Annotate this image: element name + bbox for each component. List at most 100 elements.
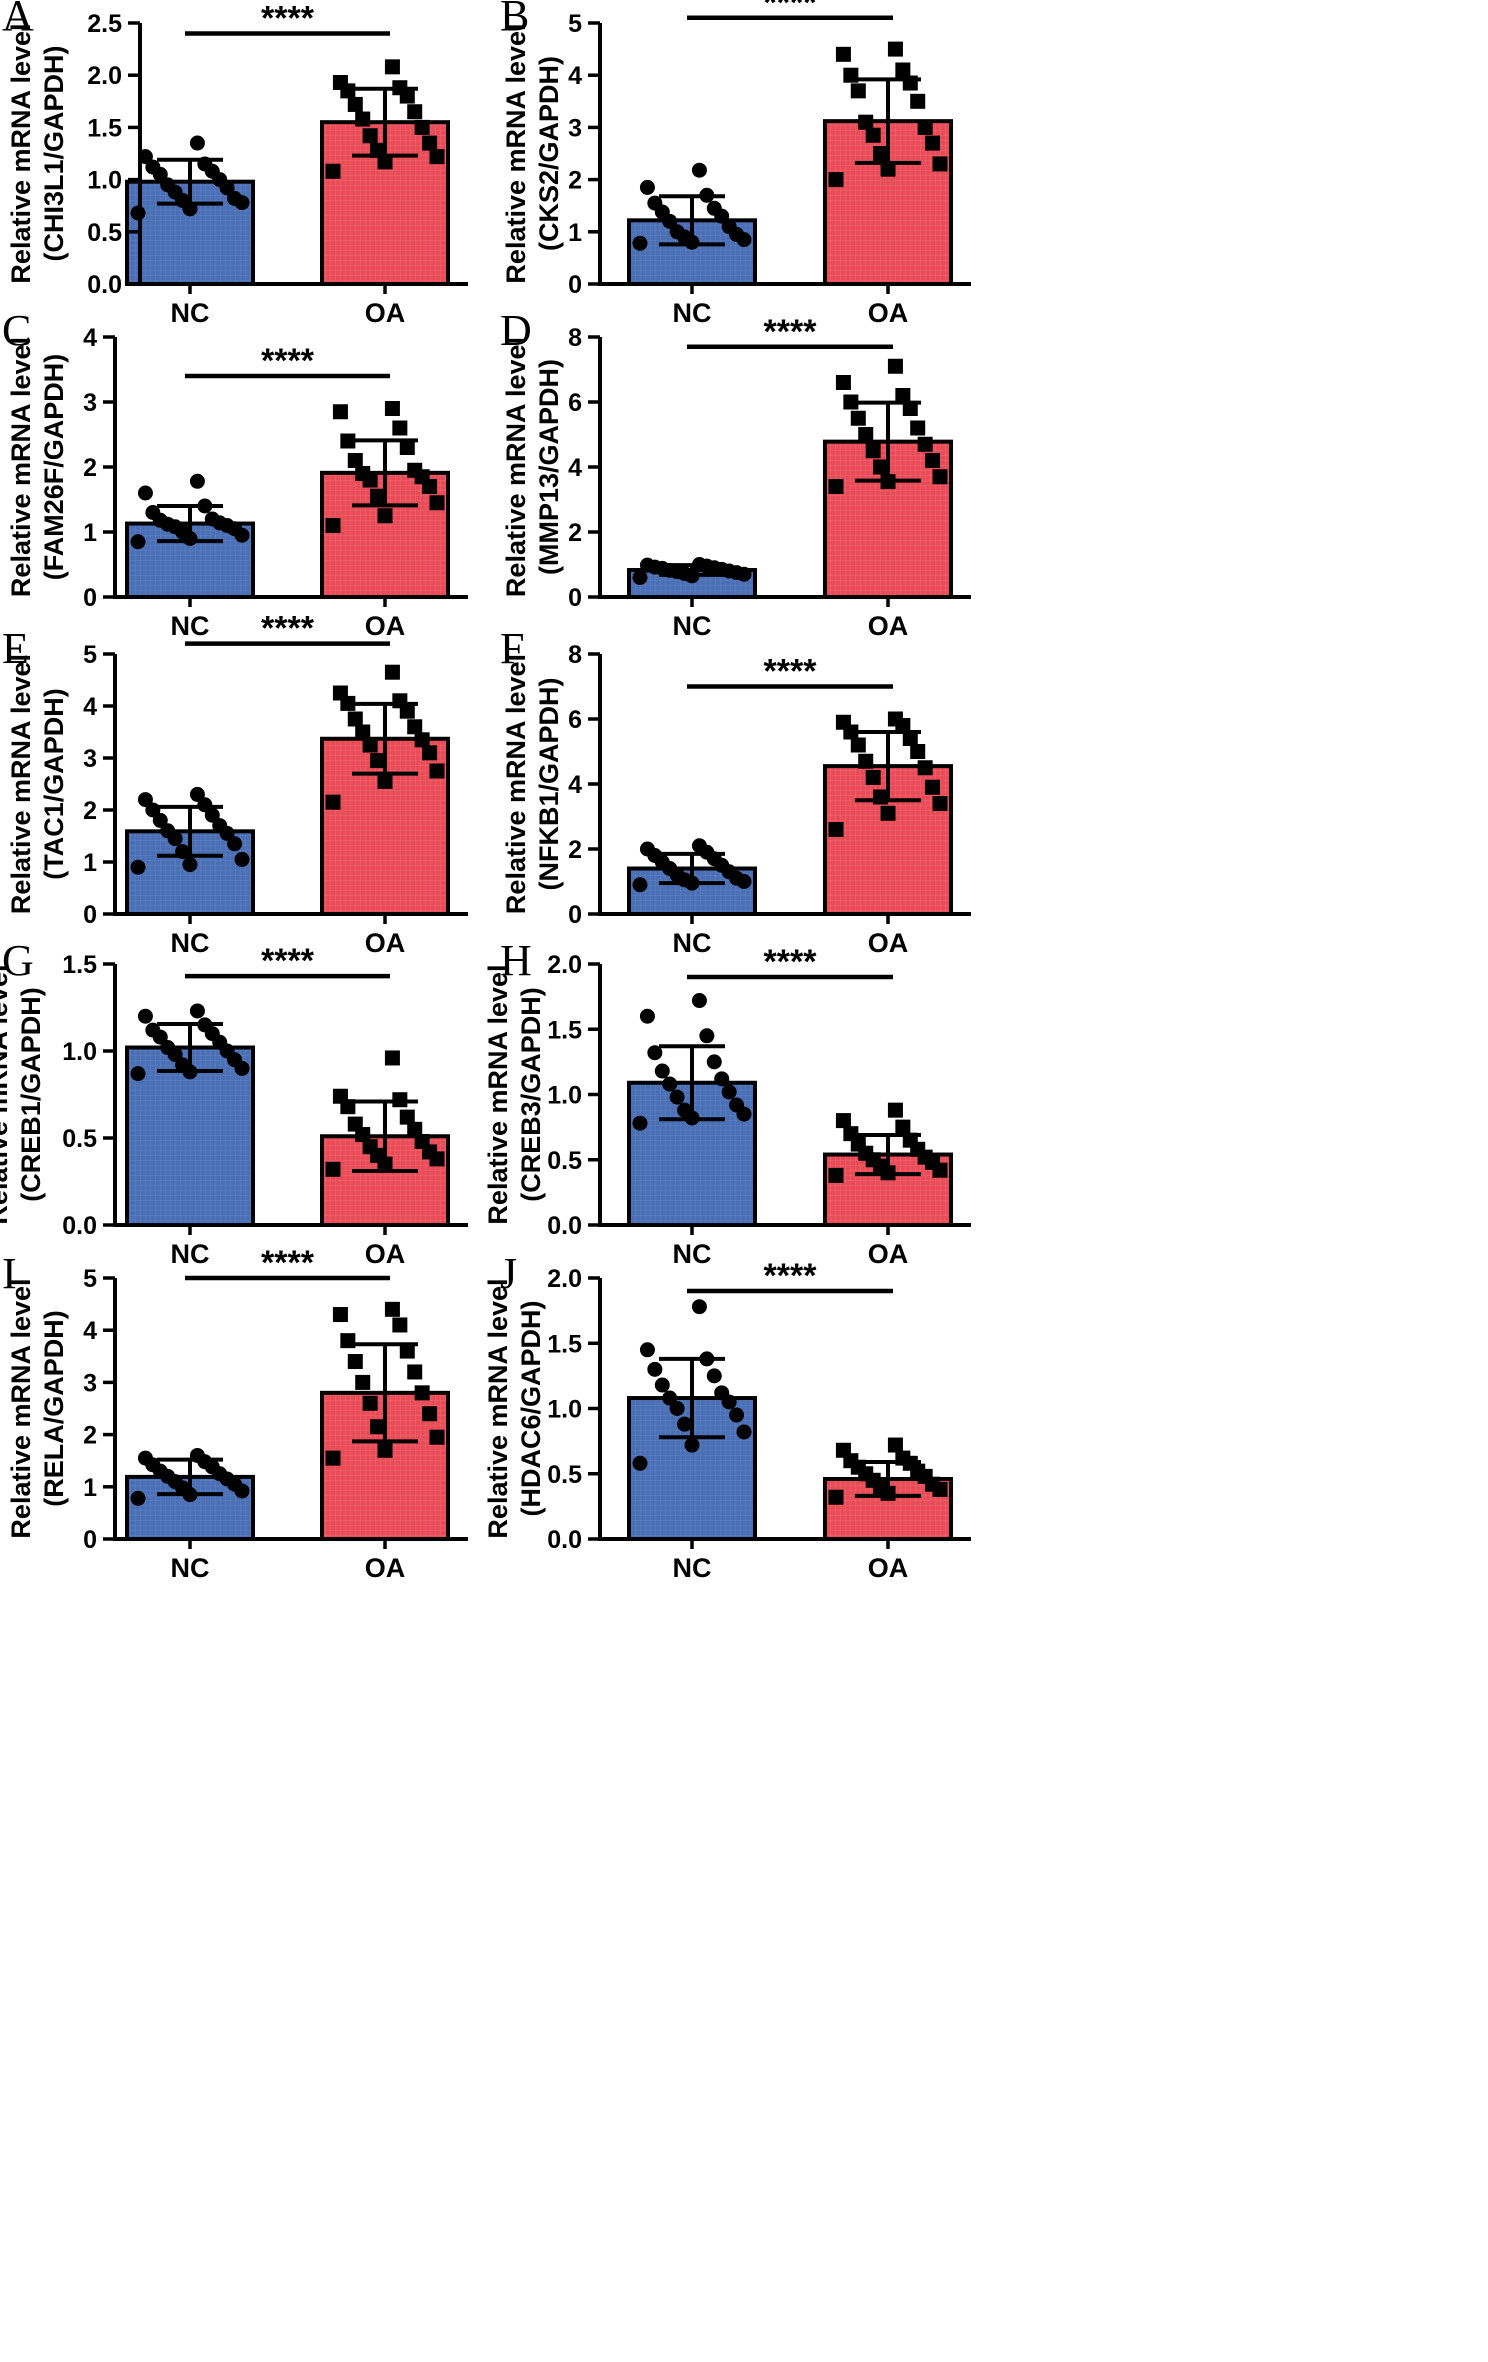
- significance-stars: ****: [764, 1257, 818, 1295]
- data-point-oa: [347, 1116, 363, 1132]
- data-point-oa: [407, 1364, 423, 1380]
- data-point-oa: [835, 46, 851, 62]
- data-point-nc: [189, 786, 205, 802]
- data-point-oa: [887, 41, 903, 57]
- data-point-oa: [362, 1139, 378, 1155]
- data-point-nc: [639, 179, 655, 195]
- y-tick-label: 1: [83, 849, 97, 877]
- data-point-oa: [865, 127, 881, 143]
- x-tick-label-nc: NC: [171, 611, 210, 641]
- y-tick-label: 1.5: [62, 951, 97, 979]
- data-point-nc: [647, 1361, 663, 1377]
- panel-letter: I: [2, 1249, 17, 1298]
- y-axis-subtitle: (CREB1/GAPDH): [16, 987, 46, 1202]
- data-point-nc: [669, 224, 685, 240]
- panel-letter: B: [500, 0, 529, 40]
- data-point-oa: [325, 794, 341, 810]
- data-point-nc: [175, 1057, 191, 1073]
- data-point-oa: [414, 1385, 430, 1401]
- data-point-nc: [145, 505, 161, 520]
- x-tick-label-oa: OA: [365, 1239, 406, 1269]
- data-point-nc: [677, 1102, 693, 1118]
- data-point-nc: [632, 1455, 648, 1471]
- data-point-nc: [691, 993, 707, 1009]
- y-axis-subtitle: (CREB3/GAPDH): [516, 987, 546, 1202]
- data-point-oa: [895, 1119, 911, 1135]
- data-point-oa: [910, 744, 926, 759]
- y-tick-label: 0: [568, 271, 582, 299]
- y-tick-label: 0.5: [547, 1147, 582, 1175]
- data-point-oa: [880, 161, 896, 177]
- data-point-oa: [355, 466, 371, 481]
- data-point-oa: [910, 420, 926, 436]
- data-point-oa: [843, 1126, 859, 1142]
- y-tick-label: 2: [568, 519, 582, 547]
- data-point-nc: [160, 1040, 176, 1056]
- data-point-oa: [910, 93, 926, 109]
- data-point-oa: [377, 1442, 393, 1458]
- data-point-nc: [204, 807, 220, 823]
- data-point-nc: [160, 823, 176, 839]
- y-tick-label: 2: [83, 454, 97, 482]
- data-point-nc: [677, 1416, 693, 1432]
- y-axis-title: Relative mRNA level: [501, 23, 531, 283]
- data-point-nc: [145, 1022, 161, 1038]
- panel-letter: D: [500, 306, 532, 355]
- y-axis-title: Relative mRNA level: [501, 654, 531, 914]
- significance-stars: ****: [261, 610, 315, 648]
- significance-stars: ****: [764, 0, 818, 22]
- y-tick-label: 0.5: [547, 1461, 582, 1489]
- x-tick-label-oa: OA: [365, 611, 406, 641]
- data-point-oa: [340, 1333, 356, 1349]
- data-point-oa: [880, 805, 896, 821]
- x-tick-label-nc: NC: [673, 298, 712, 328]
- data-point-oa: [362, 128, 378, 144]
- y-axis-title: Relative mRNA level: [6, 337, 36, 597]
- data-point-nc: [647, 1045, 663, 1061]
- data-point-nc: [130, 1490, 146, 1506]
- panel-letter: F: [500, 624, 524, 673]
- panel-letter: A: [2, 0, 34, 40]
- significance-stars: ****: [261, 942, 315, 980]
- y-tick-label: 0.0: [547, 1212, 582, 1240]
- data-point-oa: [392, 420, 408, 436]
- data-point-nc: [160, 177, 176, 193]
- panel-letter: J: [500, 1249, 517, 1298]
- data-point-oa: [384, 1050, 400, 1066]
- x-tick-label-nc: NC: [673, 611, 712, 641]
- data-point-oa: [392, 693, 408, 709]
- data-point-oa: [828, 822, 844, 837]
- data-point-oa: [925, 779, 941, 795]
- data-point-nc: [145, 159, 161, 175]
- panel-letter: H: [500, 936, 532, 985]
- data-point-oa: [932, 156, 948, 172]
- data-point-nc: [189, 1003, 205, 1019]
- data-point-nc: [137, 485, 153, 501]
- data-point-oa: [332, 1307, 348, 1323]
- data-point-oa: [340, 433, 356, 449]
- y-tick-label: 1.0: [547, 1396, 582, 1424]
- data-point-nc: [189, 473, 205, 489]
- data-point-oa: [347, 711, 363, 727]
- data-point-oa: [429, 763, 445, 779]
- data-point-nc: [691, 162, 707, 178]
- y-axis-subtitle: (NFKB1/GAPDH): [534, 678, 564, 891]
- data-point-oa: [429, 495, 445, 511]
- y-tick-label: 2.5: [87, 10, 122, 38]
- data-point-oa: [902, 731, 918, 746]
- data-point-nc: [632, 877, 648, 893]
- data-point-oa: [887, 1437, 903, 1453]
- data-point-nc: [729, 1097, 745, 1113]
- data-point-oa: [895, 62, 911, 78]
- data-point-nc: [654, 1377, 670, 1393]
- data-point-oa: [384, 59, 400, 75]
- data-point-oa: [347, 96, 363, 112]
- data-point-nc: [632, 1115, 648, 1131]
- y-axis-title: Relative mRNA level: [501, 337, 531, 597]
- data-point-oa: [843, 67, 859, 83]
- x-tick-label-oa: OA: [365, 928, 406, 958]
- x-tick-label-nc: NC: [171, 1239, 210, 1269]
- data-point-nc: [669, 1089, 685, 1105]
